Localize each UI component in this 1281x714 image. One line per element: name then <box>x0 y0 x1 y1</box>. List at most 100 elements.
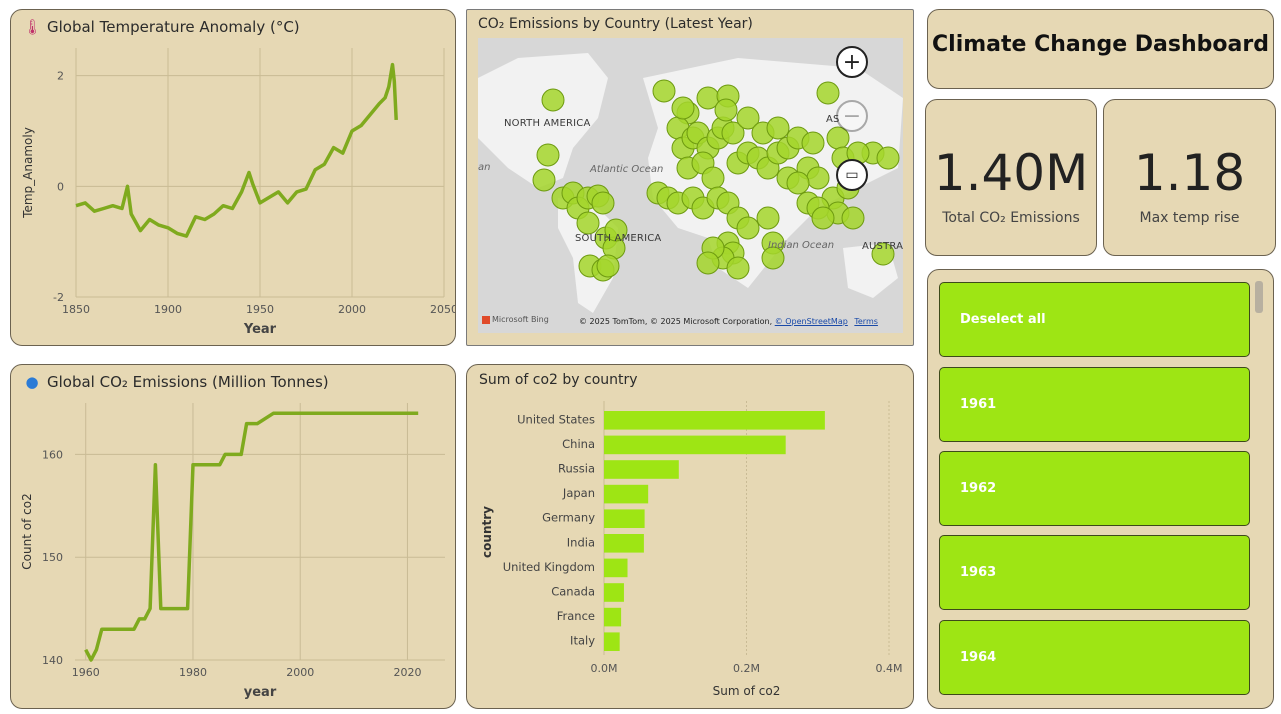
bar-china <box>604 435 786 455</box>
map-bubble <box>766 116 790 140</box>
co2-global-panel: ● Global CO₂ Emissions (Million Tonnes) 1… <box>10 364 456 709</box>
map-bubble <box>756 206 780 230</box>
terms-link[interactable]: Terms <box>854 317 878 326</box>
map-bubble <box>841 206 865 230</box>
map-bubble <box>721 121 745 145</box>
bar-chart[interactable]: 0.0M 0.2M 0.4M United States China Russia Japa… <box>467 365 914 709</box>
kpi-max-temp: 1.18 Max temp rise <box>1103 99 1276 256</box>
co2-x-tick: 2000 <box>286 666 314 679</box>
osm-link[interactable]: © OpenStreetMap <box>774 317 848 326</box>
slicer-scrollbar[interactable] <box>1255 281 1263 313</box>
map-bubble <box>541 88 565 112</box>
map-bubble <box>604 218 628 242</box>
temp-x-tick: 2050 <box>430 303 456 316</box>
co2-global-chart[interactable]: 1960 1980 2000 2020 140 150 160 year Count of co… <box>11 365 456 709</box>
temperature-panel: 🌡 Global Temperature Anomaly (°C) 1850 190… <box>10 9 456 346</box>
co2-series-line <box>84 411 419 662</box>
map-bubble <box>591 191 615 215</box>
map-bubble <box>786 171 810 195</box>
bar-x-tick: 0.0M <box>591 662 618 675</box>
temp-y-tick: 2 <box>57 70 64 83</box>
map-label-asia: AS <box>826 114 840 125</box>
map-select-button[interactable]: ▭ <box>836 159 868 191</box>
map-panel: CO₂ Emissions by Country (Latest Year) N… <box>466 9 914 346</box>
dashboard-title: Climate Change Dashboard <box>932 32 1269 57</box>
map-bubble <box>696 251 720 275</box>
bar-y-label: country <box>480 506 494 558</box>
kpi-max-temp-label: Max temp rise <box>1139 210 1240 226</box>
bar-x-tick: 0.4M <box>876 662 903 675</box>
bar-label-france: France <box>557 609 595 623</box>
bar-label-china: China <box>562 437 595 451</box>
bar-label-united-states: United States <box>517 412 595 426</box>
bar-united-kingdom <box>604 558 628 578</box>
bar-germany <box>604 509 645 528</box>
map-bubble <box>701 166 725 190</box>
kpi-total-co2-value: 1.40M <box>933 144 1089 202</box>
slicer-item-1963[interactable]: 1963 <box>939 535 1250 610</box>
temp-x-tick: 1950 <box>246 303 274 316</box>
map-bubble <box>726 256 750 280</box>
map-title: CO₂ Emissions by Country (Latest Year) <box>478 16 753 32</box>
year-slicer: Deselect all 1961 1962 1963 1964 <box>927 269 1274 709</box>
bar-russia <box>604 460 679 479</box>
temp-x-tick: 1850 <box>62 303 90 316</box>
bar-label-japan: Japan <box>562 486 595 500</box>
temp-y-tick: 0 <box>57 180 64 193</box>
temperature-chart[interactable]: 1850 1900 1950 2000 2050 -2 0 2 Year Temp_Anamoly <box>11 10 456 346</box>
bar-italy <box>604 632 620 651</box>
map-bubble <box>671 96 695 120</box>
map-bubble <box>811 206 835 230</box>
bar-label-germany: Germany <box>542 511 595 525</box>
co2-y-tick: 140 <box>42 654 63 667</box>
co2-y-label: Count of co2 <box>20 493 34 569</box>
temp-series-line <box>75 62 398 238</box>
map-bubble <box>736 216 760 240</box>
co2-x-label: year <box>244 685 277 700</box>
zoom-out-button[interactable]: − <box>836 100 868 132</box>
map-label-north-america: NORTH AMERICA <box>504 118 591 129</box>
map-label-south-america: SOUTH AMERICA <box>575 233 662 244</box>
slicer-item-1964[interactable]: 1964 <box>939 620 1250 695</box>
map-label-atlantic: Atlantic Ocean <box>590 164 664 175</box>
globe-icon: ● <box>25 373 39 391</box>
slicer-deselect-all[interactable]: Deselect all <box>939 282 1250 357</box>
header-panel: Climate Change Dashboard <box>927 9 1274 89</box>
map-bubble <box>536 143 560 167</box>
map-bubble <box>714 98 738 122</box>
co2-x-tick: 2020 <box>393 666 421 679</box>
map-bubble <box>876 146 900 170</box>
co2-x-tick: 1980 <box>179 666 207 679</box>
temperature-title-text: Global Temperature Anomaly (°C) <box>47 18 300 36</box>
map-bubble <box>576 211 600 235</box>
temp-x-tick: 1900 <box>154 303 182 316</box>
temp-y-tick: -2 <box>53 291 64 304</box>
temp-x-label: Year <box>243 322 277 337</box>
co2-y-tick: 150 <box>42 551 63 564</box>
bar-x-label: Sum of co2 <box>713 684 781 698</box>
slicer-item-1962[interactable]: 1962 <box>939 451 1250 526</box>
map-canvas[interactable]: NORTH AMERICA SOUTH AMERICA Atlantic Oce… <box>478 38 903 333</box>
temp-x-tick: 2000 <box>338 303 366 316</box>
map-bubbles <box>532 79 900 282</box>
bar-label-canada: Canada <box>551 585 595 599</box>
map-bubble <box>596 254 620 278</box>
bar-india <box>604 534 644 553</box>
kpi-max-temp-value: 1.18 <box>1133 144 1246 202</box>
bar-label-russia: Russia <box>558 462 595 476</box>
bar-united-states <box>604 411 825 430</box>
map-bubble <box>806 166 830 190</box>
co2-global-title: ● Global CO₂ Emissions (Million Tonnes) <box>23 373 328 391</box>
co2-x-tick: 1960 <box>72 666 100 679</box>
temp-y-label: Temp_Anamoly <box>21 127 35 219</box>
map-bubble <box>761 246 785 270</box>
slicer-item-1961[interactable]: 1961 <box>939 367 1250 442</box>
bar-panel: Sum of co2 by country 0.0M 0.2M 0.4M United… <box>466 364 914 709</box>
bar-label-united-kingdom: United Kingdom <box>503 560 595 574</box>
bar-label-india: India <box>567 535 595 549</box>
map-bubble <box>801 131 825 155</box>
bar-x-tick: 0.2M <box>733 662 760 675</box>
microsoft-logo-icon <box>482 315 490 324</box>
map-bubble <box>736 106 760 130</box>
zoom-in-button[interactable]: + <box>836 46 868 78</box>
